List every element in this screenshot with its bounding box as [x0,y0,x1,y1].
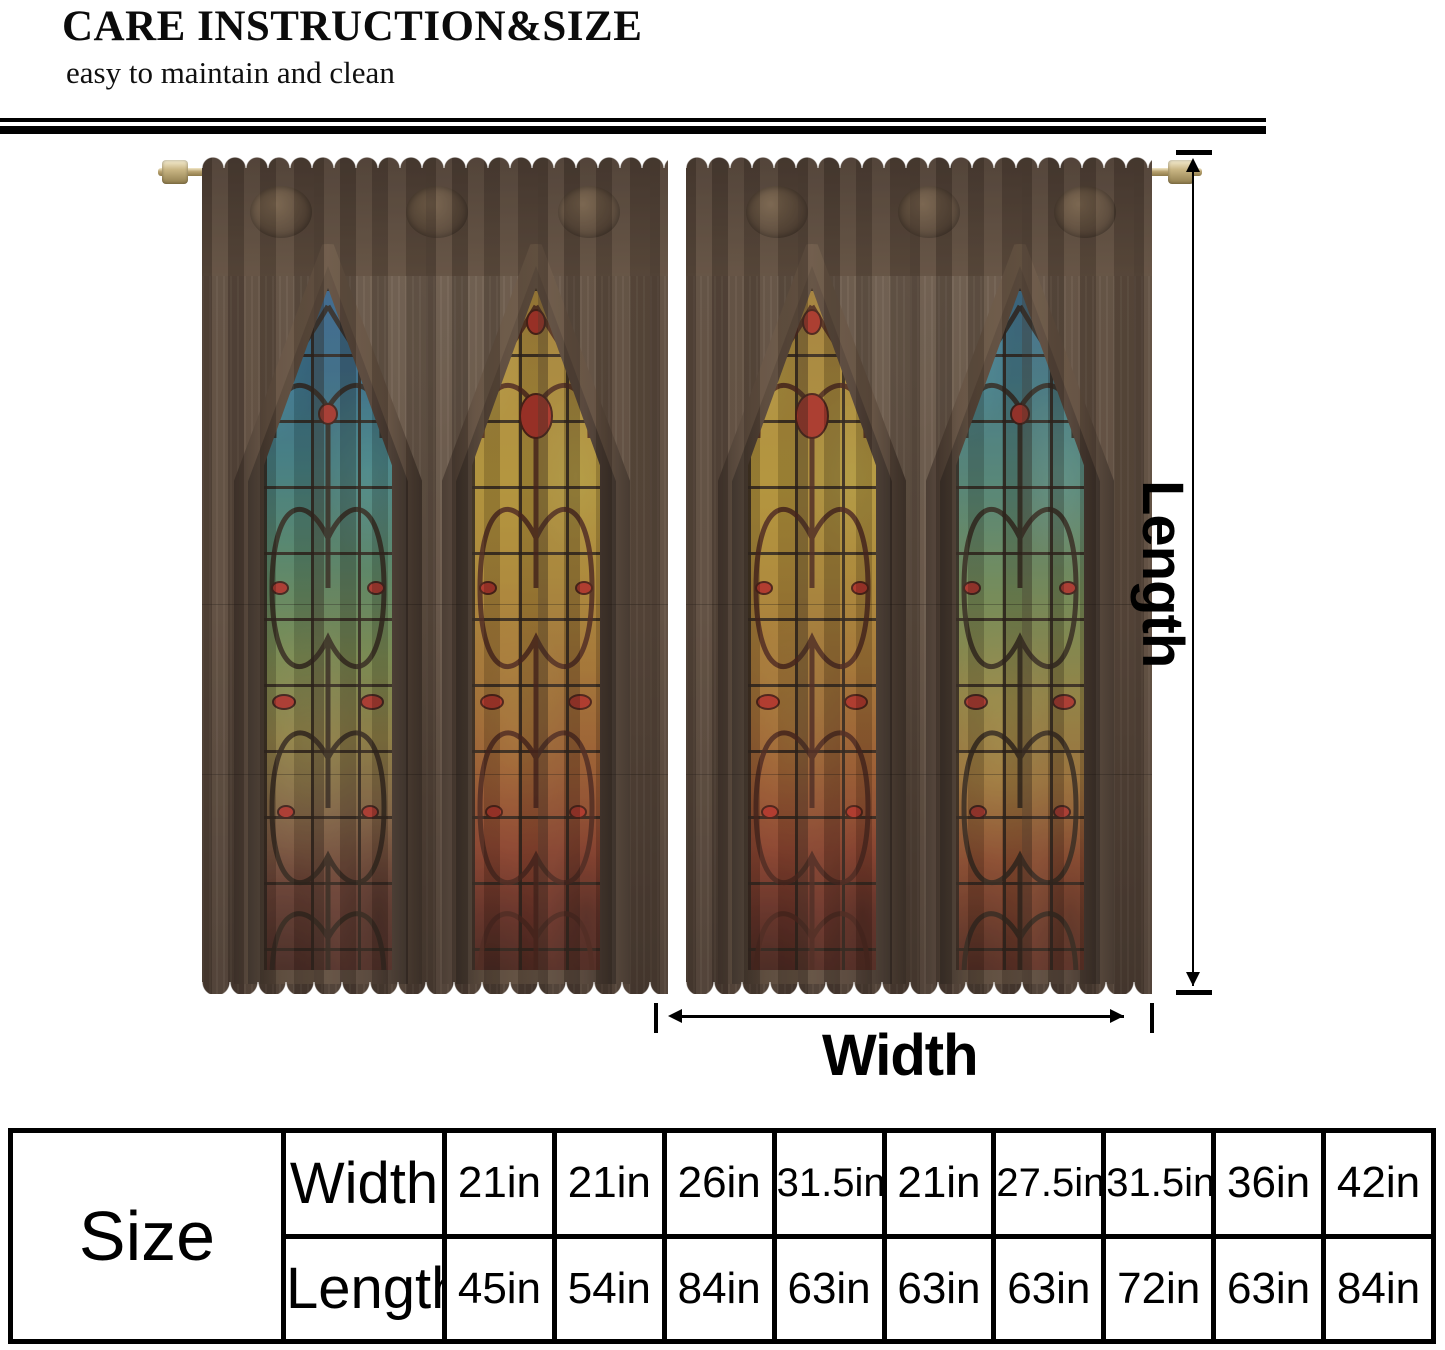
length-value-5: 63in [881,1233,997,1344]
curtain-hem [686,982,1152,994]
fabric-seam [202,604,668,605]
length-tick-bottom [1176,990,1212,995]
width-value-6: 27.5in [991,1128,1107,1239]
length-arrowhead-up-icon [1186,158,1200,172]
carved-rosette-icon [746,186,808,238]
curtain-hem [202,982,668,994]
carved-rosette-icon [1054,186,1116,238]
size-table-container: Size Width 21in 21in 26in 31.5in 21in 27… [8,1128,1436,1344]
width-value-7: 31.5in [1101,1128,1217,1239]
length-dimension-line [1192,160,1194,986]
length-value-6: 63in [991,1233,1107,1344]
header-divider-thin [0,118,1266,122]
product-illustration [0,134,1445,1084]
rod-pocket-ruffle [686,156,1152,168]
rod-pocket-ruffle [202,156,668,168]
length-tick-top [1176,150,1212,155]
fabric-seam [686,774,1152,775]
carved-rosette-icon [898,186,960,238]
width-arrowhead-right-icon [1110,1009,1124,1023]
fabric-seam [202,774,668,775]
width-value-1: 21in [442,1128,557,1239]
page-subtitle: easy to maintain and clean [66,55,395,90]
curtain-rod-right [1128,168,1202,176]
length-value-7: 72in [1101,1233,1217,1344]
row-header-width: Width [281,1128,447,1239]
length-arrowhead-down-icon [1186,972,1200,986]
width-value-4: 31.5in [771,1128,887,1239]
width-arrowhead-left-icon [668,1009,682,1023]
rod-finial-left-icon [162,160,188,184]
width-value-3: 26in [661,1128,777,1239]
width-value-8: 36in [1211,1128,1326,1239]
length-dimension-label: Length [1130,480,1195,668]
fabric-seam [686,604,1152,605]
width-value-9: 42in [1321,1128,1436,1239]
width-dimension-label: Width [822,1023,979,1088]
curtain-rod-left [158,168,230,176]
header-block: CARE INSTRUCTION&SIZE easy to maintain a… [0,0,1445,118]
table-row: Length 45in 54in 84in 63in 63in 63in 72i… [11,1233,1436,1344]
carved-rosette-icon [558,186,620,238]
gothic-window-2 [442,244,630,984]
length-value-2: 54in [551,1233,667,1344]
width-value-5: 21in [881,1128,997,1239]
width-value-2: 21in [551,1128,667,1239]
width-tick-right [1150,1003,1154,1033]
size-table: Size Width 21in 21in 26in 31.5in 21in 27… [8,1128,1436,1344]
carved-rosette-icon [250,186,312,238]
length-value-4: 63in [771,1233,887,1344]
length-value-9: 84in [1321,1233,1436,1344]
row-header-length: Length [281,1233,447,1344]
length-value-8: 63in [1211,1233,1326,1344]
width-dimension-line [680,1015,1124,1018]
page-title: CARE INSTRUCTION&SIZE [62,3,643,50]
size-corner-label: Size [8,1128,286,1344]
length-value-3: 84in [661,1233,777,1344]
curtain-panel-left [202,156,668,994]
length-value-1: 45in [442,1233,557,1344]
width-tick-left [654,1003,658,1033]
table-row: Size Width 21in 21in 26in 31.5in 21in 27… [8,1128,1436,1344]
gothic-window-3 [718,244,906,984]
header-divider-thick [0,126,1266,134]
gothic-window-1 [234,244,422,984]
gothic-window-4 [926,244,1114,984]
curtain-panel-right [686,156,1152,994]
carved-rosette-icon [406,186,468,238]
